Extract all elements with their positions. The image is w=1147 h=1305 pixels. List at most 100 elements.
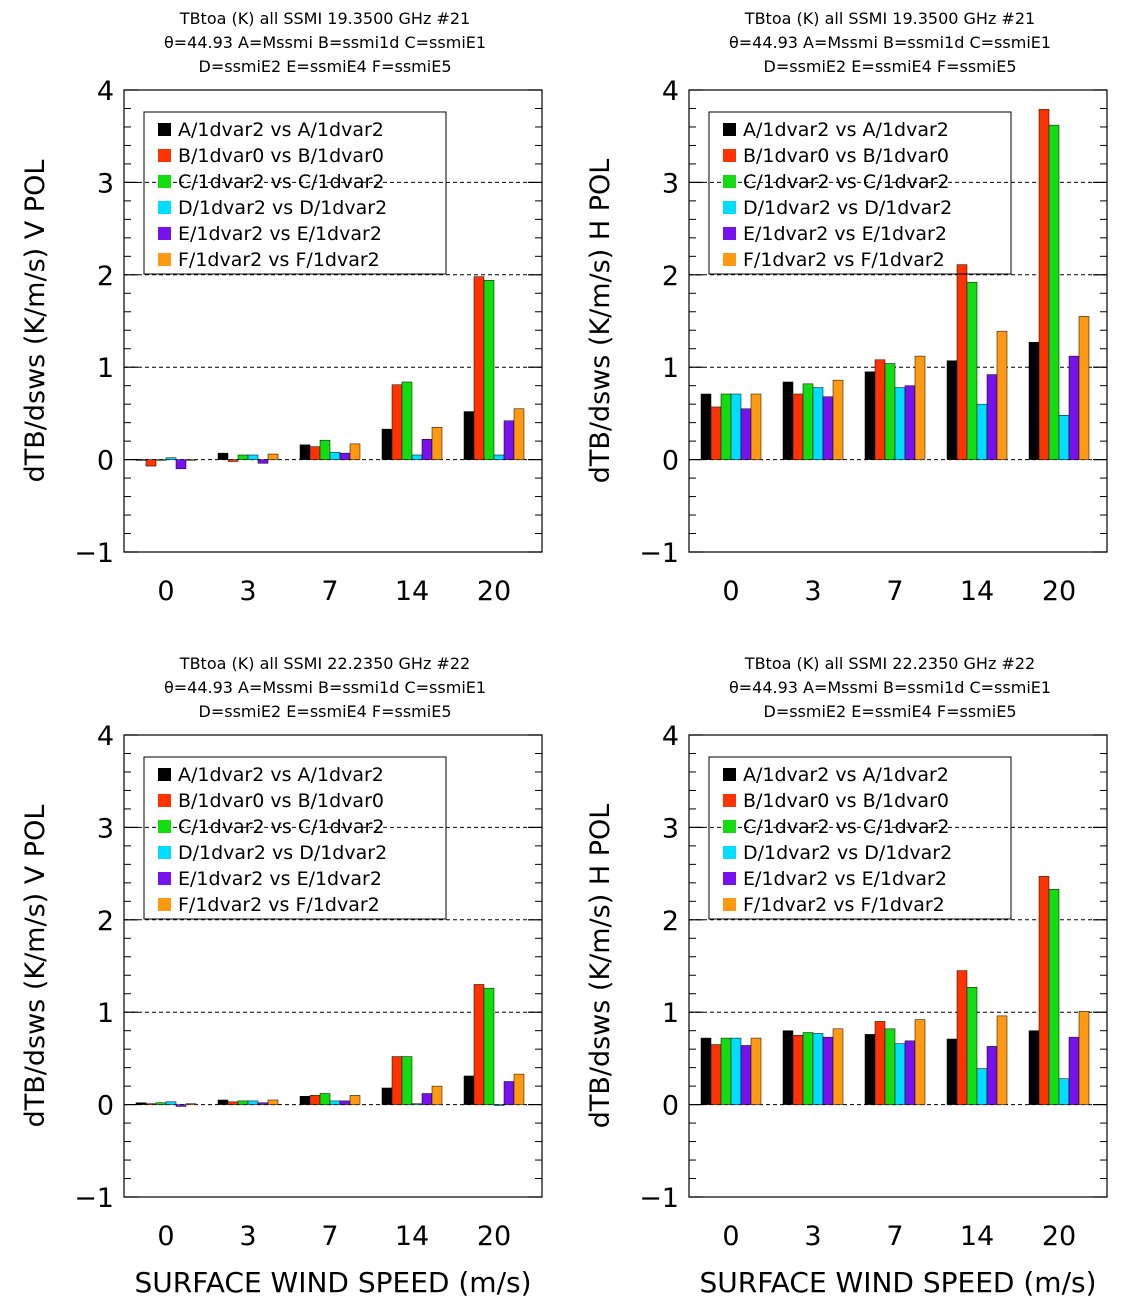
chart-title-line-2: θ=44.93 A=Mssmi B=ssmi1d C=ssmiE1 [164,33,486,52]
bar-E-20 [503,420,515,460]
x-tick-label: 3 [239,576,256,607]
bar-D-14 [411,454,423,460]
bar-F-0 [750,393,762,460]
y-tick-label: 1 [97,353,114,384]
bar-D-0 [730,1037,742,1105]
bar-F-3 [832,1028,844,1105]
legend-swatch-D [158,201,171,214]
bar-A-20 [1028,1030,1040,1105]
bar-D-3 [812,1033,824,1105]
bar-E-7 [904,1040,916,1105]
y-tick-label: 2 [97,261,114,292]
bar-D-7 [894,387,906,460]
x-tick-label: 20 [477,1221,511,1252]
bar-A-7 [299,444,311,460]
bar-D-0 [165,457,177,460]
bar-F-14 [431,1085,443,1105]
legend-entry-E: E/1dvar2 vs E/1dvar2 [178,223,382,245]
legend-box [708,756,1012,920]
y-tick-label: 4 [662,721,679,752]
bar-B-14 [956,970,968,1105]
y-axis-label: dTB/dsws (K/m/s) H POL [585,804,616,1129]
bar-A-7 [864,371,876,460]
bar-E-20 [503,1081,515,1105]
bar-F-20 [1078,316,1090,460]
bar-B-3 [227,459,239,462]
bar-C-14 [401,381,413,460]
x-tick-label: 3 [804,1221,821,1252]
bar-C-3 [802,383,814,460]
bar-B-3 [792,393,804,460]
y-tick-label: 3 [662,813,679,844]
legend-entry-D: D/1dvar2 vs D/1dvar2 [178,197,387,219]
legend-entry-E: E/1dvar2 vs E/1dvar2 [178,868,382,890]
y-tick-label: 1 [97,998,114,1029]
chart-title-line-2: θ=44.93 A=Mssmi B=ssmi1d C=ssmiE1 [164,678,486,697]
bar-E-14 [986,1046,998,1105]
bar-A-3 [782,1030,794,1105]
x-tick-label: 7 [321,576,338,607]
x-tick-label: 7 [321,1221,338,1252]
bar-C-20 [1048,889,1060,1105]
bar-F-3 [832,379,844,460]
y-tick-label: 3 [97,813,114,844]
chart-title-line-3: D=ssmiE2 E=ssmiE4 F=ssmiE5 [764,702,1017,721]
bar-E-20 [1068,1036,1080,1105]
x-tick-label: 20 [1042,576,1076,607]
x-tick-label: 14 [395,576,429,607]
bar-A-14 [381,1087,393,1105]
bar-A-0 [135,459,147,461]
bar-E-14 [421,439,433,460]
x-tick-label: 3 [239,1221,256,1252]
y-tick-label: −1 [639,538,679,569]
legend-swatch-C [158,175,171,188]
bar-A-7 [299,1096,311,1105]
legend-entry-D: D/1dvar2 vs D/1dvar2 [743,842,952,864]
plot-frame [688,734,1108,1198]
y-tick-label: 2 [97,906,114,937]
bar-D-3 [812,387,824,460]
bar-B-0 [145,1103,157,1105]
chart-panel-1: TBtoa (K) all SSMI 19.3500 GHz #21 θ=44.9… [20,9,543,607]
bar-B-14 [391,1056,403,1105]
bar-C-20 [1048,124,1060,460]
bar-E-7 [339,452,351,460]
y-axis-label: dTB/dsws (K/m/s) V POL [20,805,51,1128]
bar-C-7 [319,1093,331,1105]
bar-B-20 [473,276,485,460]
bar-C-0 [155,459,167,461]
bar-D-20 [493,1104,505,1106]
legend-entry-B: B/1dvar0 vs B/1dvar0 [743,145,949,167]
bar-E-7 [339,1100,351,1105]
legend-swatch-B [158,794,171,807]
bar-A-20 [463,411,475,460]
legend-swatch-F [723,253,736,266]
bar-D-0 [165,1101,177,1105]
legend-swatch-C [723,175,736,188]
y-axis-label: dTB/dsws (K/m/s) H POL [585,159,616,484]
x-axis-label-2: SURFACE WIND SPEED (m/s) [699,1266,1096,1299]
bar-B-20 [1038,876,1050,1105]
bar-B-7 [309,1095,321,1105]
bar-A-3 [217,452,229,460]
plot-frame [688,89,1108,553]
bar-E-0 [740,408,752,460]
legend-swatch-C [723,820,736,833]
y-tick-label: 0 [662,1091,679,1122]
legend-swatch-E [723,872,736,885]
bar-C-14 [401,1056,413,1105]
bar-E-0 [740,1045,752,1105]
legend-entry-A: A/1dvar2 vs A/1dvar2 [178,764,384,786]
y-tick-label: 1 [662,998,679,1029]
y-tick-label: 0 [97,1091,114,1122]
bar-A-0 [700,393,712,460]
legend-entry-B: B/1dvar0 vs B/1dvar0 [178,145,384,167]
bar-D-20 [1058,414,1070,460]
bar-C-3 [237,454,249,460]
chart-title-line-1: TBtoa (K) all SSMI 22.2350 GHz #22 [179,654,470,673]
y-tick-label: 2 [662,261,679,292]
bar-A-14 [946,1038,958,1105]
chart-panel-4: TBtoa (K) all SSMI 22.2350 GHz #22 θ=44.9… [585,654,1108,1252]
chart-title-line-2: θ=44.93 A=Mssmi B=ssmi1d C=ssmiE1 [729,33,1051,52]
bar-B-0 [710,406,722,460]
